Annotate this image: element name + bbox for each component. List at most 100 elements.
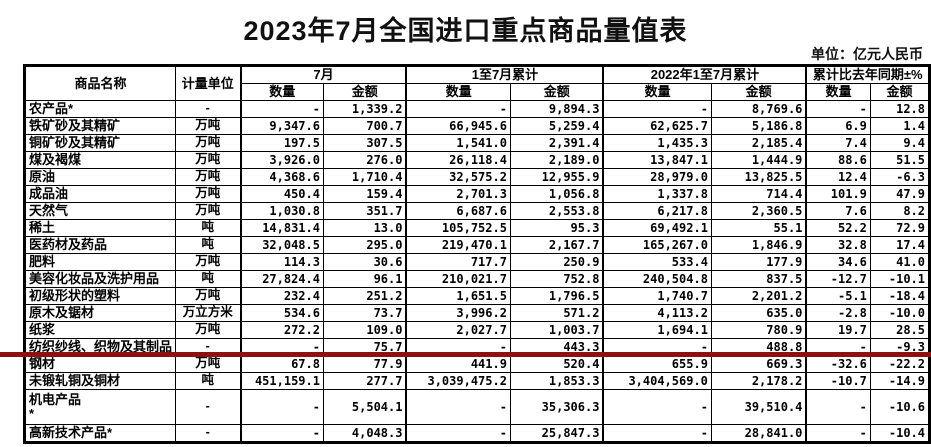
value-cell: 7.4 bbox=[805, 134, 871, 152]
value-cell: -10.1 bbox=[869, 270, 931, 288]
value-cell: 1,337.8 bbox=[602, 185, 712, 203]
table-row: 未锻轧铜及铜材吨 451,159.1 277.7 3,039,475.2 1,853.3… bbox=[23, 372, 931, 390]
value-cell: 9,347.6 bbox=[239, 117, 324, 135]
header-group-2022-jan-jul: 2022年1至7月累计 bbox=[602, 65, 807, 84]
value-cell: 3,404,569.0 bbox=[602, 372, 712, 390]
red-underline-annotation bbox=[0, 352, 931, 357]
value-cell: 32,048.5 bbox=[239, 236, 324, 254]
value-cell: 1.4 bbox=[869, 117, 931, 135]
commodity-name: 原木及锯材 bbox=[23, 304, 177, 322]
value-cell: - bbox=[239, 424, 324, 443]
value-cell: 96.1 bbox=[322, 270, 407, 288]
measure-unit: 万吨 bbox=[175, 253, 241, 271]
value-cell: 30.6 bbox=[322, 253, 407, 271]
value-cell: 13.0 bbox=[322, 219, 407, 237]
table-row: 医药材及药品吨 32,048.5 295.0 219,470.1 2,167.7 165,… bbox=[23, 236, 931, 254]
value-cell: 1,030.8 bbox=[239, 202, 324, 220]
value-cell: 6,217.8 bbox=[602, 202, 712, 220]
value-cell: -10.4 bbox=[869, 424, 931, 443]
subheader-amount: 金额 bbox=[869, 83, 931, 101]
value-cell: 66,945.6 bbox=[405, 117, 511, 135]
header-unit: 计量单位 bbox=[175, 65, 241, 101]
value-cell: 655.9 bbox=[602, 355, 712, 373]
header-group-july: 7月 bbox=[239, 65, 407, 84]
value-cell: 2,178.2 bbox=[710, 372, 807, 390]
value-cell: 12.8 bbox=[869, 100, 931, 118]
value-cell: 700.7 bbox=[322, 117, 407, 135]
value-cell: 7.6 bbox=[805, 202, 871, 220]
value-cell: 19.7 bbox=[805, 321, 871, 339]
value-cell: 4,113.2 bbox=[602, 304, 712, 322]
value-cell: -10.0 bbox=[869, 304, 931, 322]
measure-unit: - bbox=[175, 424, 241, 443]
value-cell: 25,847.3 bbox=[509, 424, 604, 443]
value-cell: 450.4 bbox=[239, 185, 324, 203]
value-cell: 1,740.7 bbox=[602, 287, 712, 305]
value-cell: 714.4 bbox=[710, 185, 807, 203]
value-cell: 9.4 bbox=[869, 134, 931, 152]
value-cell: - bbox=[239, 389, 324, 425]
value-cell: 17.4 bbox=[869, 236, 931, 254]
value-cell: 2,360.5 bbox=[710, 202, 807, 220]
value-cell: 9,894.3 bbox=[509, 100, 604, 118]
value-cell: 276.0 bbox=[322, 151, 407, 169]
value-cell: 13,825.5 bbox=[710, 168, 807, 186]
value-cell: 240,504.8 bbox=[602, 270, 712, 288]
value-cell: 12.4 bbox=[805, 168, 871, 186]
value-cell: -10.7 bbox=[805, 372, 871, 390]
table-row: 纺织纱线、织物及其制品 - -75.7-443.3-488.8- -9.3 bbox=[23, 338, 931, 356]
value-cell: 77.9 bbox=[322, 355, 407, 373]
value-cell: 717.7 bbox=[405, 253, 511, 271]
value-cell: 8.2 bbox=[869, 202, 931, 220]
header-group-jan-jul: 1至7月累计 bbox=[405, 65, 604, 84]
value-cell: 2,391.4 bbox=[509, 134, 604, 152]
value-cell: 101.9 bbox=[805, 185, 871, 203]
value-cell: 1,710.4 bbox=[322, 168, 407, 186]
value-cell: 1,651.5 bbox=[405, 287, 511, 305]
value-cell: 13,847.1 bbox=[602, 151, 712, 169]
subheader-amount: 金额 bbox=[322, 83, 407, 101]
value-cell: 32,575.2 bbox=[405, 168, 511, 186]
value-cell: 114.3 bbox=[239, 253, 324, 271]
table-row: 稀土吨 14,831.4 13.0 105,752.5 95.3 69,492.1 55.1… bbox=[23, 219, 931, 237]
commodity-name: 煤及褐煤 bbox=[23, 151, 177, 169]
value-cell: 12,955.9 bbox=[509, 168, 604, 186]
commodity-name: 铜矿砂及其精矿 bbox=[23, 134, 177, 152]
value-cell: - bbox=[602, 100, 712, 118]
value-cell: 250.9 bbox=[509, 253, 604, 271]
measure-unit: 万吨 bbox=[175, 168, 241, 186]
table-row: 原油 万吨 4,368.6 1,710.4 32,575.2 12,955.9 28,979… bbox=[23, 168, 931, 186]
value-cell: 1,444.9 bbox=[710, 151, 807, 169]
subheader-amount: 金额 bbox=[710, 83, 807, 101]
table-row: 钢材 万吨 67.8 77.9 441.9 520.4 655.9 669.3 -32.6 -22… bbox=[23, 355, 931, 373]
table-row: 纸浆 万吨 272.2 109.0 2,027.7 1,003.7 1,694.1 780.9… bbox=[23, 321, 931, 339]
value-cell: 635.0 bbox=[710, 304, 807, 322]
value-cell: 533.4 bbox=[602, 253, 712, 271]
measure-unit: 万吨 bbox=[175, 321, 241, 339]
table-row: 成品油 万吨 450.4 159.4 2,701.3 1,056.8 1,337.8 714.… bbox=[23, 185, 931, 203]
value-cell: 39,510.4 bbox=[710, 389, 807, 425]
measure-unit: 吨 bbox=[175, 236, 241, 254]
commodity-name: 铁矿砂及其精矿 bbox=[23, 117, 177, 135]
value-cell: 14,831.4 bbox=[239, 219, 324, 237]
measure-unit: 吨 bbox=[175, 372, 241, 390]
value-cell: 1,056.8 bbox=[509, 185, 604, 203]
value-cell: 95.3 bbox=[509, 219, 604, 237]
value-cell: 3,926.0 bbox=[239, 151, 324, 169]
value-cell: -2.8 bbox=[805, 304, 871, 322]
value-cell: 1,339.2 bbox=[322, 100, 407, 118]
commodity-name: 肥料 bbox=[23, 253, 177, 271]
unit-note: 单位：亿元人民币 bbox=[811, 46, 923, 62]
commodity-name: 天然气 bbox=[23, 202, 177, 220]
measure-unit: 万吨 bbox=[175, 185, 241, 203]
value-cell: 520.4 bbox=[509, 355, 604, 373]
value-cell: 47.9 bbox=[869, 185, 931, 203]
measure-unit: 吨 bbox=[175, 270, 241, 288]
value-cell: 67.8 bbox=[239, 355, 324, 373]
measure-unit: 万吨 bbox=[175, 287, 241, 305]
table-header: 商品名称 计量单位 7月 1至7月累计 2022年1至7月累计 累计比去年同期±… bbox=[23, 65, 931, 101]
table-row: 煤及褐煤 万吨 3,926.0 276.0 26,118.4 2,189.0 13,847.… bbox=[23, 151, 931, 169]
value-cell: 1,846.9 bbox=[710, 236, 807, 254]
table-body: 农产品* - -1,339.2-9,894.3-8,769.6-12.8 铁矿砂及其精… bbox=[23, 100, 931, 443]
value-cell: - bbox=[805, 424, 871, 443]
